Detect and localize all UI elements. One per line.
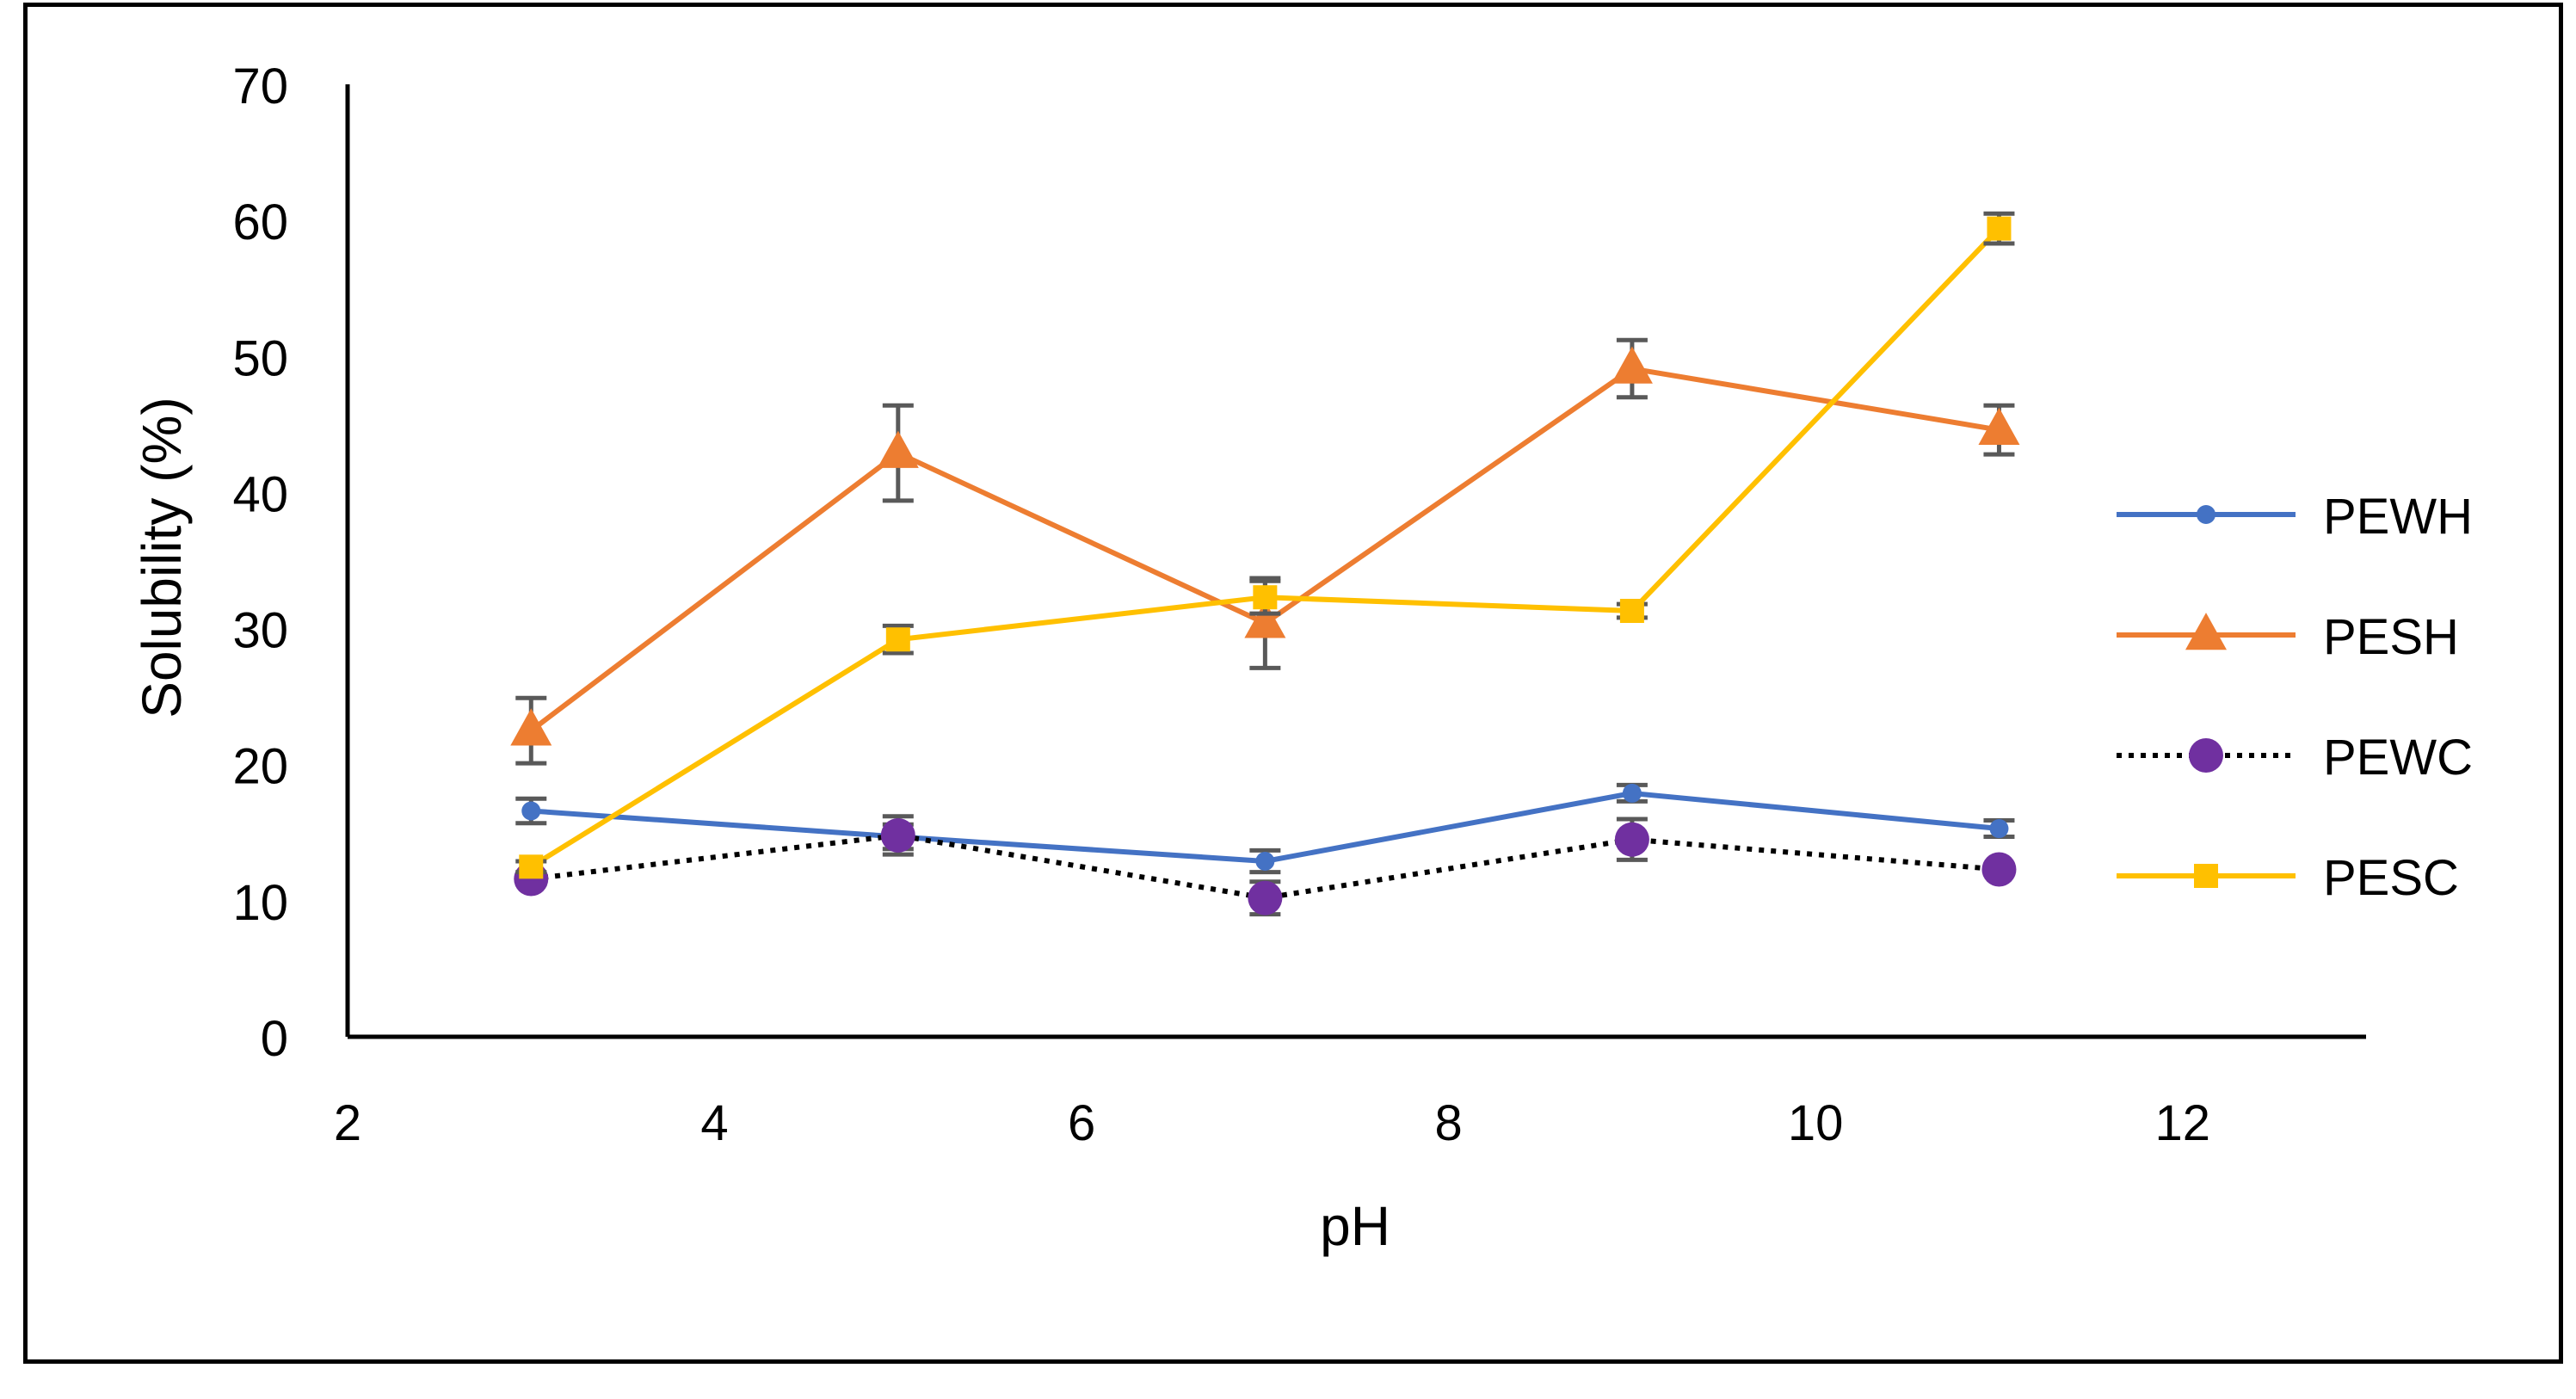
chart-frame [23, 3, 2563, 1364]
data-point [510, 708, 552, 746]
data-point [1987, 216, 2012, 241]
series-line [529, 366, 2000, 733]
legend-item-pesh: PESH [2117, 609, 2459, 665]
legend-marker [2189, 738, 2223, 773]
data-point [519, 854, 544, 879]
y-tick-label: 40 [232, 466, 288, 522]
series-line [529, 226, 2001, 869]
data-point [1614, 822, 1649, 857]
y-tick-label: 30 [232, 603, 288, 659]
legend-label: PESH [2323, 609, 2459, 665]
legend-item-pesc: PESC [2117, 850, 2459, 906]
series-pesh [510, 337, 2020, 766]
legend-item-pewc: PEWC [2117, 730, 2473, 786]
data-point [1248, 880, 1283, 915]
legend-marker [2197, 505, 2215, 524]
x-tick-label: 2 [334, 1095, 361, 1151]
legend-label: PEWC [2323, 730, 2473, 786]
legend: PEWH PESH PEWC PESC [2117, 489, 2473, 906]
axes: 0 10 20 30 40 50 60 70 2 4 6 8 10 12 [232, 59, 2366, 1151]
y-tick-label: 0 [261, 1011, 288, 1067]
x-tick-label: 4 [700, 1095, 728, 1151]
data-point [880, 817, 915, 853]
data-point [1989, 819, 2009, 839]
data-point [885, 627, 910, 652]
y-axis-label: Solubility (%) [131, 397, 193, 718]
data-point [1981, 852, 2017, 887]
data-point [521, 801, 541, 821]
legend-label: PEWH [2323, 489, 2473, 545]
series-pewc [514, 814, 2017, 917]
x-tick-label: 12 [2154, 1095, 2210, 1151]
x-tick-label: 8 [1435, 1095, 1463, 1151]
data-point [1978, 407, 2020, 445]
data-point [1253, 585, 1278, 610]
data-point [1619, 599, 1644, 624]
x-tick-label: 6 [1068, 1095, 1095, 1151]
data-point [1244, 601, 1286, 638]
legend-label: PESC [2323, 850, 2459, 906]
y-tick-label: 10 [232, 875, 288, 931]
data-point [1622, 783, 1642, 803]
legend-marker [2194, 864, 2218, 888]
x-tick-label: 10 [1788, 1095, 1844, 1151]
series-layer [510, 211, 2020, 917]
data-point [1255, 851, 1275, 871]
data-point [877, 430, 919, 468]
y-tick-label: 20 [232, 739, 288, 795]
legend-marker [2185, 613, 2227, 650]
legend-item-pewh: PEWH [2117, 489, 2473, 545]
x-axis-label: pH [1320, 1195, 1390, 1257]
y-tick-label: 70 [232, 59, 288, 114]
series-pewh [515, 782, 2015, 875]
series-pesc [515, 211, 2015, 879]
y-tick-label: 50 [232, 330, 288, 386]
data-point [1611, 346, 1653, 384]
y-tick-label: 60 [232, 194, 288, 250]
